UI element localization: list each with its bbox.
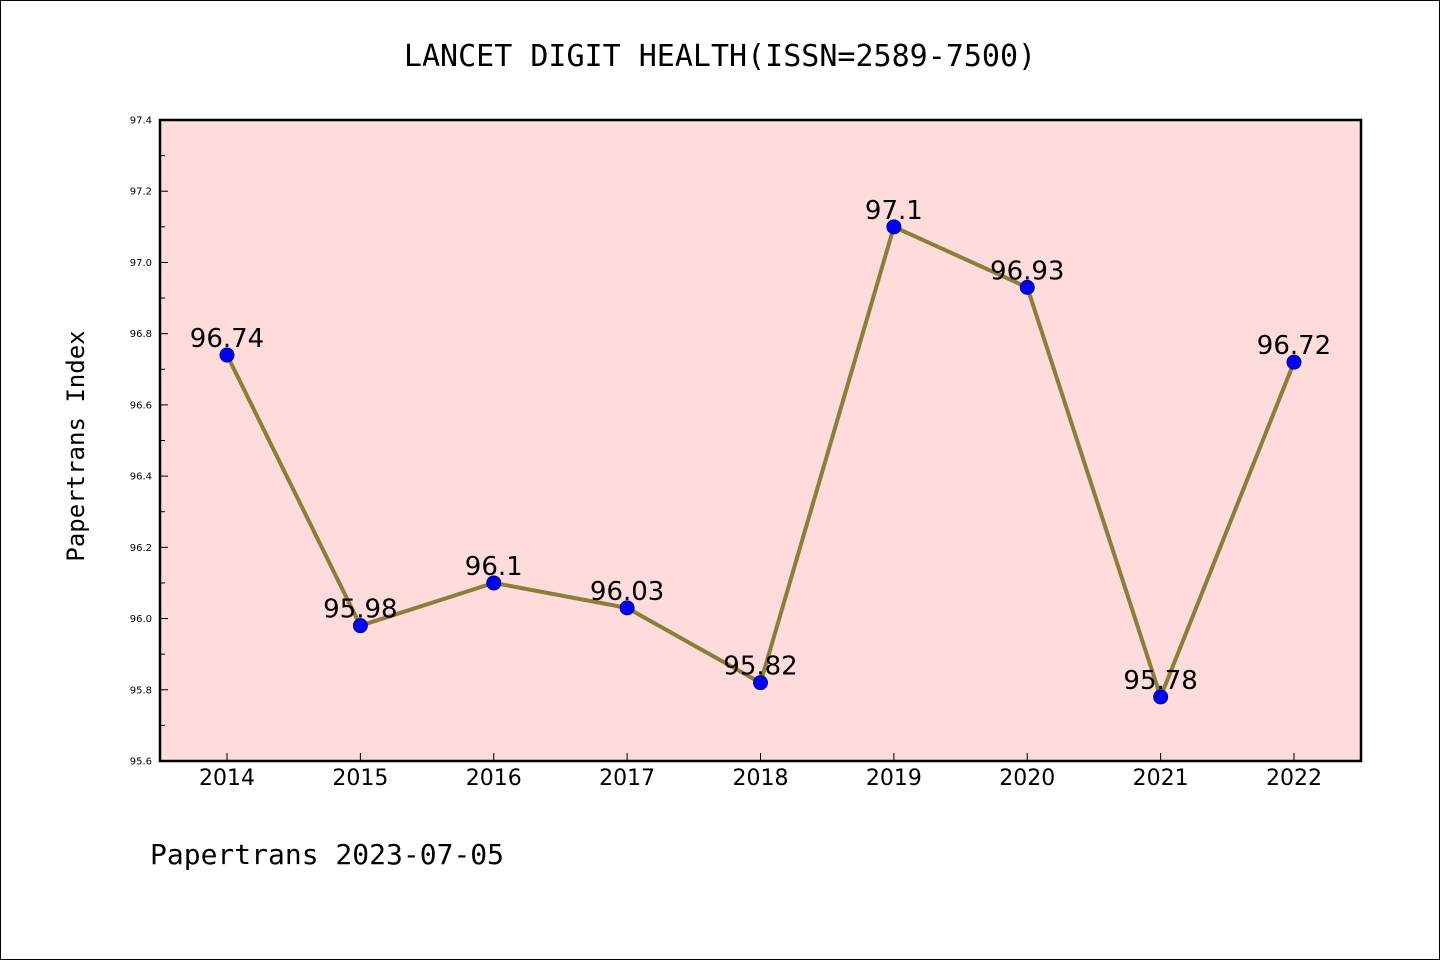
x-tick-label: 2021 bbox=[1133, 766, 1189, 791]
data-label: 96.72 bbox=[1257, 331, 1331, 361]
data-point-marker bbox=[1019, 279, 1035, 295]
x-tick-label: 2017 bbox=[599, 766, 655, 791]
y-tick-label: 95.6 bbox=[130, 757, 152, 768]
x-tick-label: 2015 bbox=[332, 766, 388, 791]
data-label: 96.74 bbox=[190, 324, 264, 354]
y-tick-label: 96.6 bbox=[130, 400, 152, 411]
data-label: 95.82 bbox=[723, 652, 797, 682]
x-axis-ticks: 2014 2015 2016 2017 2018 2019 2020 2021 2022 bbox=[199, 753, 1322, 791]
data-label: 95.78 bbox=[1123, 666, 1197, 696]
y-tick-label: 97.2 bbox=[130, 187, 152, 198]
data-point-marker bbox=[1286, 354, 1302, 370]
y-tick-label: 96.8 bbox=[130, 329, 152, 340]
plot-area bbox=[160, 120, 1361, 761]
data-point-marker bbox=[352, 618, 368, 634]
data-point-marker bbox=[219, 347, 235, 363]
data-label: 96.93 bbox=[990, 256, 1064, 286]
data-point-marker bbox=[486, 575, 502, 591]
plot-border bbox=[158, 118, 1363, 763]
data-markers bbox=[219, 219, 1302, 705]
y-tick-label: 97.0 bbox=[130, 258, 152, 269]
y-tick-label: 97.4 bbox=[130, 116, 152, 127]
footer-text: Papertrans 2023-07-05 bbox=[150, 838, 504, 871]
x-tick-label: 2018 bbox=[733, 766, 789, 791]
y-tick-label: 96.4 bbox=[130, 472, 152, 483]
data-point-marker bbox=[1153, 689, 1169, 705]
x-tick-label: 2014 bbox=[199, 766, 255, 791]
y-tick-label: 96.0 bbox=[130, 614, 152, 625]
data-point-marker bbox=[619, 600, 635, 616]
y-tick-label: 96.2 bbox=[130, 543, 152, 554]
data-label: 95.98 bbox=[323, 595, 397, 625]
chart-title: LANCET DIGIT HEALTH(ISSN=2589-7500) bbox=[404, 39, 1036, 74]
data-label: 96.1 bbox=[465, 552, 523, 582]
x-tick-label: 2020 bbox=[999, 766, 1055, 791]
x-tick-label: 2016 bbox=[466, 766, 522, 791]
data-point-marker bbox=[753, 675, 768, 691]
x-tick-label: 2022 bbox=[1266, 766, 1322, 791]
data-label: 96.03 bbox=[590, 577, 664, 607]
data-point-marker bbox=[886, 219, 902, 235]
data-labels: 96.74 95.98 96.1 96.03 95.82 97.1 96.93 95.78 96… bbox=[190, 196, 1331, 696]
x-tick-label: 2019 bbox=[866, 766, 922, 791]
y-tick-label: 95.8 bbox=[130, 685, 152, 696]
y-axis-label: Papertrans Index bbox=[62, 330, 90, 561]
data-label: 97.1 bbox=[865, 196, 923, 226]
